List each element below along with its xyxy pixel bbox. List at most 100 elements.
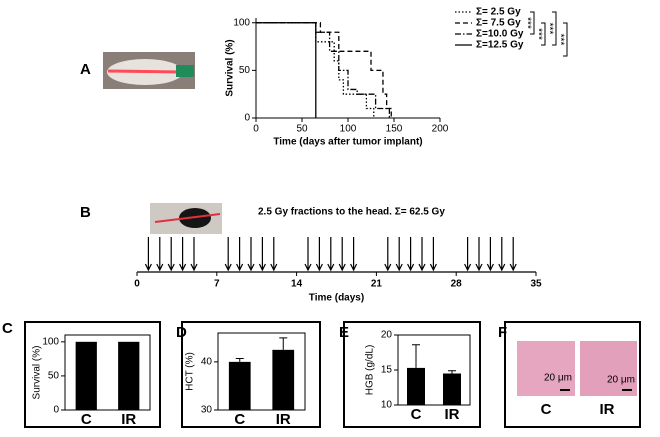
x-tick-label: 0 xyxy=(134,279,140,290)
y-axis-label: HCT (%) xyxy=(185,352,196,391)
panel-label: B xyxy=(80,204,91,221)
fraction-arrow xyxy=(304,237,312,272)
image-label: IR xyxy=(600,401,615,418)
fraction-arrow xyxy=(498,237,506,272)
plot-frame xyxy=(217,332,306,411)
error-bar xyxy=(279,337,288,350)
fraction-arrow xyxy=(190,237,198,272)
significance-bracket xyxy=(552,11,557,46)
significance-label: *** xyxy=(532,28,543,40)
y-tick-label: 10 xyxy=(381,400,393,411)
y-tick-label: 0 xyxy=(53,405,59,416)
legend-label: Σ= 2.5 Gy xyxy=(476,7,521,18)
x-tick-label: IR xyxy=(121,411,136,428)
x-tick-label: C xyxy=(81,411,92,428)
x-axis-label: Time (days after tumor implant) xyxy=(273,137,422,148)
legend-label: Σ= 7.5 Gy xyxy=(476,18,521,29)
bar xyxy=(272,349,295,410)
y-tick-label: 15 xyxy=(381,365,393,376)
x-tick-label: 14 xyxy=(291,279,303,290)
x-tick-label: IR xyxy=(445,406,460,423)
error-bar xyxy=(235,358,244,362)
significance-bracket xyxy=(530,11,535,35)
x-tick-label: 28 xyxy=(451,279,463,290)
fraction-arrow xyxy=(384,237,392,272)
survival-line xyxy=(256,22,392,118)
fraction-arrow xyxy=(179,237,187,272)
fraction-arrow xyxy=(407,237,415,272)
panel-label: D xyxy=(176,324,187,341)
panel-box xyxy=(181,321,321,428)
y-tick-label: 30 xyxy=(201,405,213,416)
significance-label: *** xyxy=(543,23,554,35)
scale-bar-label: 20 μm xyxy=(607,375,635,386)
x-tick-label: IR xyxy=(276,411,291,428)
panel-box xyxy=(343,321,481,428)
bar xyxy=(443,373,461,405)
fraction-arrow xyxy=(418,237,426,272)
panel-label: E xyxy=(339,324,349,341)
significance-bracket xyxy=(541,22,546,46)
significance-bracket xyxy=(563,22,568,57)
x-tick-label: 21 xyxy=(371,279,383,290)
y-tick-label: 50 xyxy=(48,371,60,382)
fraction-arrow xyxy=(167,237,175,272)
x-tick-label: 200 xyxy=(432,124,449,135)
y-tick-label: 50 xyxy=(239,65,251,76)
y-axis-label: HGB (g/dL) xyxy=(365,345,376,396)
bar xyxy=(407,367,425,405)
fraction-arrow xyxy=(144,237,152,272)
x-tick-label: 100 xyxy=(340,124,357,135)
fraction-arrow xyxy=(475,237,483,272)
x-tick-label: 7 xyxy=(214,279,220,290)
x-tick-label: 35 xyxy=(530,279,542,290)
panel-label: C xyxy=(2,320,13,337)
y-tick-label: 20 xyxy=(381,330,393,341)
legend-label: Σ=10.0 Gy xyxy=(476,29,524,40)
plot-frame xyxy=(64,334,151,411)
y-tick-label: 40 xyxy=(201,357,213,368)
y-axis-label: Survival (%) xyxy=(32,346,43,400)
y-axis-label: Survival (%) xyxy=(225,39,236,96)
x-tick-label: 150 xyxy=(386,124,403,135)
significance-label: *** xyxy=(521,17,532,29)
panel-box xyxy=(504,321,641,428)
fraction-arrow xyxy=(338,237,346,272)
scale-bar-label: 20 μm xyxy=(544,373,572,384)
fraction-arrow xyxy=(224,237,232,272)
survival-line xyxy=(256,22,317,118)
fraction-arrow xyxy=(156,237,164,272)
y-tick-label: 100 xyxy=(233,17,250,28)
x-tick-label: C xyxy=(411,406,422,423)
panel-box xyxy=(24,321,161,428)
survival-line xyxy=(256,22,391,118)
bar xyxy=(228,361,251,410)
y-tick-label: 0 xyxy=(244,113,250,124)
error-bar xyxy=(412,344,420,368)
fraction-arrow xyxy=(247,237,255,272)
x-axis-label: Time (days) xyxy=(309,293,364,304)
x-tick-label: 0 xyxy=(253,124,259,135)
fraction-arrow xyxy=(395,237,403,272)
panel-label: A xyxy=(80,61,91,78)
fraction-arrow xyxy=(236,237,244,272)
x-tick-label: C xyxy=(234,411,245,428)
fraction-arrow xyxy=(464,237,472,272)
fraction-arrow xyxy=(315,237,323,272)
annotation: 2.5 Gy fractions to the head. Σ= 62.5 Gy xyxy=(258,207,445,218)
bar xyxy=(75,341,97,410)
x-tick-label: 50 xyxy=(296,124,308,135)
bar xyxy=(118,341,140,410)
legend-label: Σ=12.5 Gy xyxy=(476,40,524,51)
fraction-arrow xyxy=(258,237,266,272)
photo-mouse-head xyxy=(150,203,222,234)
fraction-arrow xyxy=(327,237,335,272)
fraction-arrow xyxy=(270,237,278,272)
fraction-arrow xyxy=(509,237,517,272)
y-tick-label: 100 xyxy=(42,336,59,347)
significance-label: *** xyxy=(554,34,565,46)
panel-label: F xyxy=(498,324,507,341)
fraction-arrow xyxy=(429,237,437,272)
photo-mouse-laser xyxy=(103,52,195,89)
